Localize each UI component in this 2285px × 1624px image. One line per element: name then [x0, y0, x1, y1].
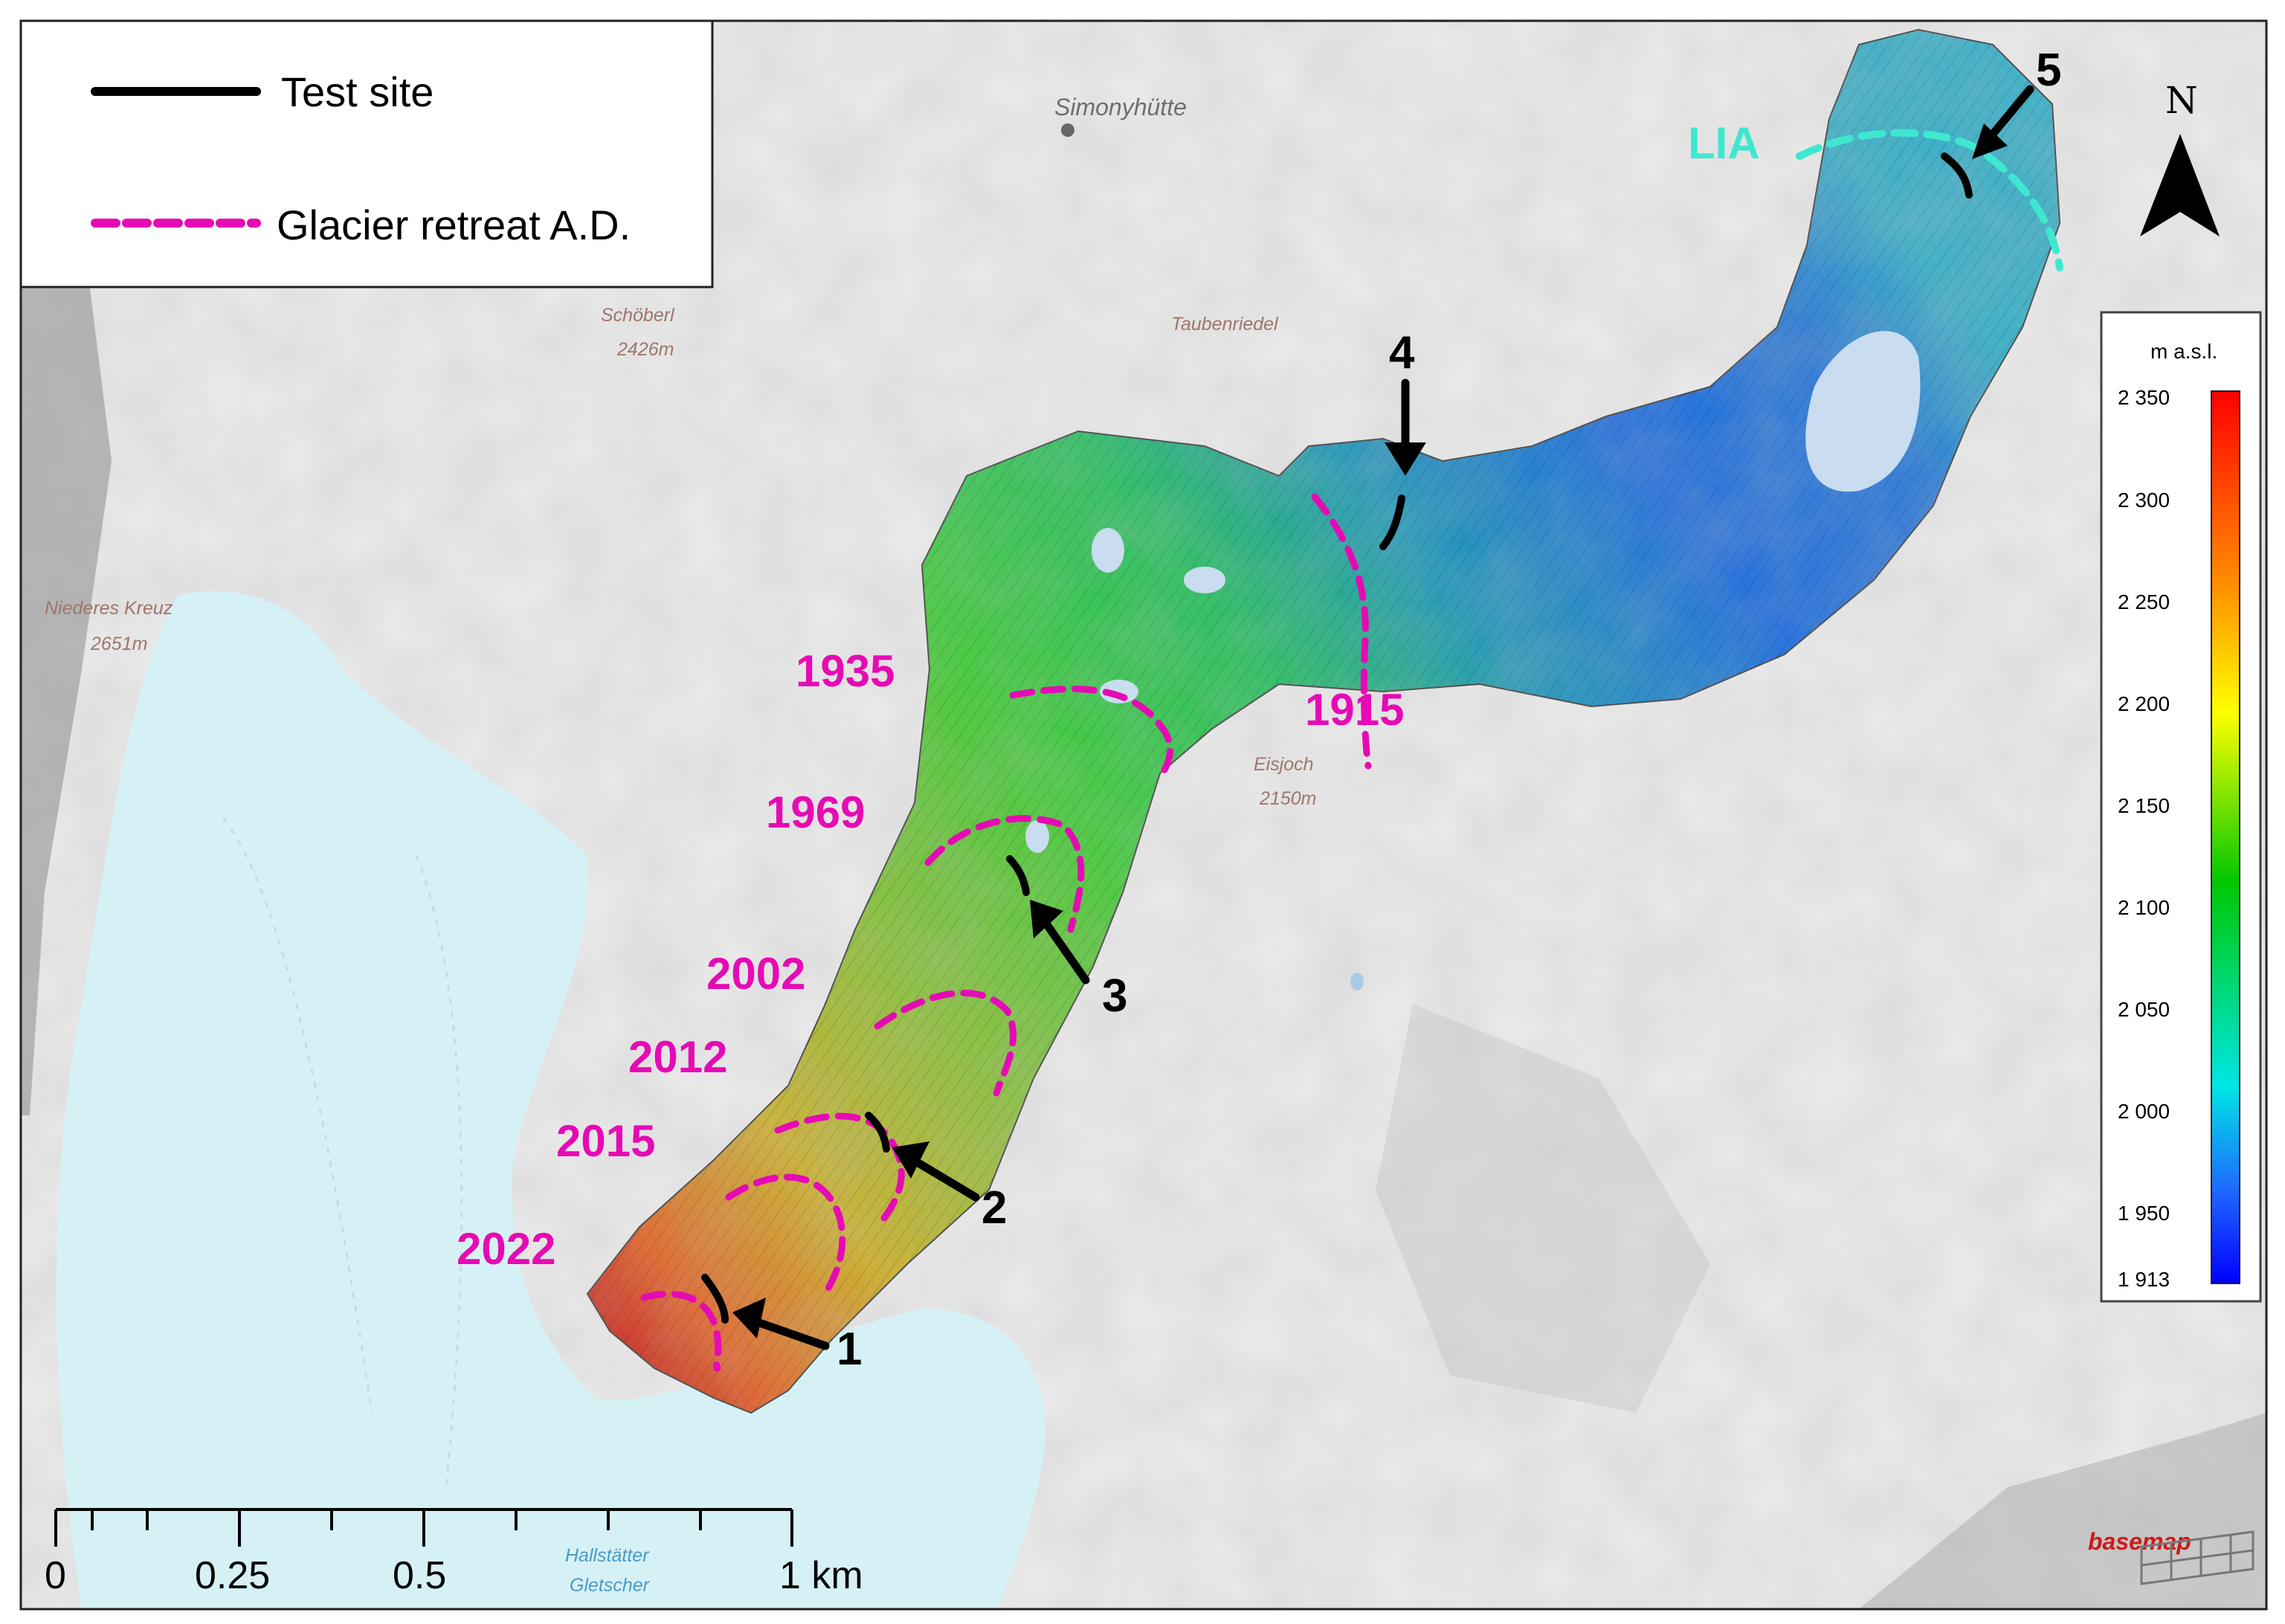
- test-site-line-2: [865, 1112, 890, 1153]
- lake-upper: [1805, 331, 1921, 492]
- retreat-line-1935: [1009, 686, 1173, 777]
- year-label-2002: 2002: [706, 949, 805, 999]
- colorbar-title: m a.s.l.: [2150, 340, 2217, 363]
- year-label-2015: 2015: [556, 1116, 655, 1166]
- place-label-hallstaetter: Hallstätter: [565, 1545, 650, 1566]
- colorbar-tick: 1 950: [2118, 1202, 2170, 1225]
- rock-ridge-southeast: [1859, 1413, 2266, 1609]
- retreat-line-2002: [874, 989, 1016, 1097]
- test-site-line-1: [701, 1274, 729, 1324]
- pond-3: [1100, 680, 1138, 703]
- site-number-3: 3: [1102, 970, 1127, 1022]
- colorbar-tick: 1 913: [2118, 1268, 2170, 1291]
- colorbar-tick: 2 150: [2118, 794, 2170, 817]
- retreat-line-1915: [1311, 493, 1372, 770]
- glacier-retreat-lines: [640, 493, 1372, 1372]
- pond-1: [1092, 528, 1124, 573]
- site-number-5: 5: [2036, 45, 2061, 96]
- map-frame: [19, 19, 2268, 1611]
- test-site-lines: [701, 152, 1973, 1324]
- colorbar: m a.s.l. 2 350 2 300 2 250 2 200 2 150 2…: [2100, 311, 2262, 1303]
- retreat-line-2022: [640, 1290, 722, 1372]
- pond-2: [1184, 567, 1225, 593]
- legend: Test site Glacier retreat A.D.: [19, 19, 714, 289]
- colorbar-tick: 2 350: [2118, 386, 2170, 409]
- rock-ridge-center: [1376, 1004, 1710, 1413]
- place-label-taubenriedel: Taubenriedel: [1171, 314, 1279, 335]
- year-label-1969: 1969: [766, 787, 865, 837]
- basemap-attribution: basemap: [2088, 1528, 2255, 1585]
- year-label-2022: 2022: [457, 1224, 555, 1274]
- rock-ridge-west: [21, 283, 112, 1115]
- site-number-1: 1: [837, 1324, 862, 1375]
- colorbar-tick: 2 050: [2118, 998, 2170, 1021]
- colorbar-tick: 2 000: [2118, 1100, 2170, 1123]
- retreat-line-2015: [725, 1173, 846, 1298]
- scale-bar-labels: 0 0.25 0.5 1 km: [45, 1554, 863, 1597]
- test-site-line-4: [1379, 494, 1405, 550]
- test-site-line-3: [1006, 855, 1030, 896]
- scale-label-1km: 1 km: [779, 1554, 863, 1597]
- pond-4: [1025, 820, 1049, 853]
- colorbar-ticks: 2 350 2 300 2 250 2 200 2 150 2 100 2 05…: [2118, 386, 2170, 1291]
- scale-label-0: 0: [45, 1554, 66, 1597]
- site-number-2: 2: [982, 1182, 1007, 1234]
- place-labels: Simonyhütte Schöberl 2426m Taubenriedel …: [45, 94, 1316, 1596]
- colorbar-tick: 2 200: [2118, 692, 2170, 715]
- colorbar-ramp: [2211, 390, 2240, 1284]
- scale-bar: [54, 1508, 793, 1547]
- place-label-niederes-kreuz: Niederes Kreuz: [45, 598, 173, 619]
- place-label-schoeberl: Schöberl: [601, 305, 675, 326]
- year-label-2012: 2012: [628, 1032, 727, 1082]
- scale-label-025: 0.25: [195, 1554, 270, 1597]
- colorbar-tick: 2 300: [2118, 489, 2170, 512]
- year-label-1915: 1915: [1305, 685, 1404, 735]
- place-label-hallstaetter-2: Gletscher: [570, 1575, 651, 1596]
- place-label-eisjoch: Eisjoch: [1254, 754, 1314, 775]
- retreat-year-labels: LIA 1915 1935 1969 2002 2012 2015 2022: [457, 118, 1760, 1274]
- retreat-line-1969: [924, 815, 1085, 933]
- year-label-1935: 1935: [796, 646, 895, 696]
- scale-label-05: 0.5: [393, 1554, 446, 1597]
- place-label-eisjoch-elev: 2150m: [1259, 788, 1316, 809]
- test-site-arrows: [732, 85, 2034, 1350]
- legend-test-site-label: Test site: [281, 68, 434, 115]
- place-label-niederes-kreuz-elev: 2651m: [90, 634, 147, 654]
- basemap-logo-icon: [2140, 1530, 2255, 1585]
- north-label: N: [2165, 79, 2198, 122]
- colorbar-tick: 2 100: [2118, 896, 2170, 919]
- hut-icon: [1061, 123, 1074, 137]
- test-site-line-5: [1941, 152, 1973, 199]
- place-label-schoeberl-elev: 2426m: [616, 339, 674, 360]
- legend-retreat-label: Glacier retreat A.D.: [277, 202, 631, 248]
- test-site-numbers: 1 2 3 4 5: [837, 45, 2061, 1375]
- north-arrow: N: [2140, 79, 2220, 236]
- colorbar-tick: 2 250: [2118, 590, 2170, 613]
- year-label-lia: LIA: [1688, 118, 1760, 168]
- place-label-simonyhuette: Simonyhütte: [1054, 94, 1187, 120]
- pond-5: [1350, 973, 1364, 990]
- north-arrow-icon: [2140, 134, 2220, 236]
- site-number-4: 4: [1389, 327, 1415, 378]
